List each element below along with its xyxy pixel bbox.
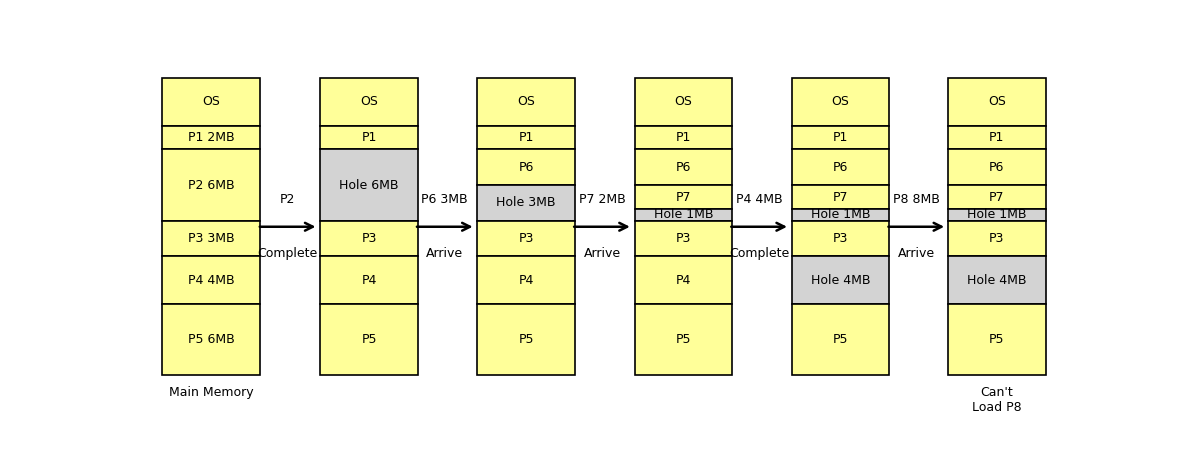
Text: Hole 1MB: Hole 1MB: [654, 208, 713, 221]
Bar: [320, 78, 418, 126]
Bar: [162, 304, 259, 375]
Text: P3: P3: [989, 232, 1004, 245]
Bar: [948, 185, 1045, 209]
Text: P3: P3: [361, 232, 377, 245]
Bar: [635, 304, 732, 375]
Bar: [948, 78, 1045, 126]
Text: P1: P1: [676, 131, 691, 144]
Text: P6 3MB: P6 3MB: [421, 193, 468, 206]
Text: OS: OS: [202, 95, 220, 108]
Text: OS: OS: [517, 95, 535, 108]
Bar: [792, 126, 889, 150]
Bar: [478, 304, 575, 375]
Text: P5: P5: [833, 333, 848, 346]
Text: P3 3MB: P3 3MB: [187, 232, 234, 245]
Text: P1 2MB: P1 2MB: [187, 131, 234, 144]
Text: P7: P7: [676, 190, 691, 203]
Bar: [320, 256, 418, 304]
Bar: [162, 256, 259, 304]
Bar: [320, 221, 418, 256]
Bar: [948, 256, 1045, 304]
Bar: [635, 78, 732, 126]
Text: P4 4MB: P4 4MB: [187, 274, 234, 287]
Bar: [948, 150, 1045, 185]
Text: P7 2MB: P7 2MB: [578, 193, 625, 206]
Text: Complete: Complete: [730, 247, 790, 260]
Text: P3: P3: [518, 232, 534, 245]
Text: Hole 1MB: Hole 1MB: [811, 208, 870, 221]
Text: P7: P7: [989, 190, 1004, 203]
Bar: [320, 150, 418, 221]
Bar: [948, 304, 1045, 375]
Text: P1: P1: [518, 131, 534, 144]
Text: P1: P1: [989, 131, 1004, 144]
Text: P2: P2: [280, 193, 295, 206]
Bar: [478, 256, 575, 304]
Bar: [162, 126, 259, 150]
Text: Hole 4MB: Hole 4MB: [811, 274, 870, 287]
Text: OS: OS: [360, 95, 378, 108]
Text: P8 8MB: P8 8MB: [893, 193, 940, 206]
Bar: [478, 78, 575, 126]
Bar: [478, 126, 575, 150]
Text: Complete: Complete: [258, 247, 318, 260]
Text: P5: P5: [989, 333, 1004, 346]
Bar: [948, 221, 1045, 256]
Bar: [948, 209, 1045, 221]
Text: P1: P1: [361, 131, 377, 144]
Bar: [320, 304, 418, 375]
Text: Arrive: Arrive: [583, 247, 620, 260]
Text: OS: OS: [988, 95, 1006, 108]
Text: P6: P6: [676, 161, 691, 174]
Text: P6: P6: [518, 161, 534, 174]
Bar: [792, 221, 889, 256]
Text: P2 6MB: P2 6MB: [187, 179, 234, 192]
Bar: [478, 221, 575, 256]
Bar: [635, 150, 732, 185]
Text: P5 6MB: P5 6MB: [187, 333, 234, 346]
Text: OS: OS: [832, 95, 850, 108]
Bar: [320, 126, 418, 150]
Bar: [635, 126, 732, 150]
Text: P4 4MB: P4 4MB: [736, 193, 782, 206]
Bar: [635, 185, 732, 209]
Text: Hole 1MB: Hole 1MB: [967, 208, 1026, 221]
Bar: [948, 126, 1045, 150]
Text: P5: P5: [518, 333, 534, 346]
Text: Arrive: Arrive: [426, 247, 463, 260]
Text: Hole 6MB: Hole 6MB: [340, 179, 398, 192]
Text: P4: P4: [676, 274, 691, 287]
Bar: [792, 209, 889, 221]
Text: Hole 4MB: Hole 4MB: [967, 274, 1026, 287]
Bar: [792, 185, 889, 209]
Text: P5: P5: [676, 333, 691, 346]
Bar: [792, 256, 889, 304]
Bar: [635, 256, 732, 304]
Bar: [162, 78, 259, 126]
Text: OS: OS: [674, 95, 692, 108]
Bar: [162, 221, 259, 256]
Bar: [635, 221, 732, 256]
Bar: [478, 185, 575, 221]
Text: P1: P1: [833, 131, 848, 144]
Bar: [792, 78, 889, 126]
Text: Main Memory: Main Memory: [169, 386, 253, 399]
Bar: [792, 150, 889, 185]
Bar: [792, 304, 889, 375]
Text: Hole 3MB: Hole 3MB: [497, 197, 556, 210]
Text: Arrive: Arrive: [898, 247, 935, 260]
Text: P4: P4: [518, 274, 534, 287]
Text: Can't
Load P8: Can't Load P8: [972, 386, 1021, 414]
Text: P6: P6: [989, 161, 1004, 174]
Text: P3: P3: [833, 232, 848, 245]
Text: P6: P6: [833, 161, 848, 174]
Bar: [635, 209, 732, 221]
Text: P3: P3: [676, 232, 691, 245]
Bar: [478, 150, 575, 185]
Text: P7: P7: [833, 190, 848, 203]
Bar: [162, 150, 259, 221]
Text: P4: P4: [361, 274, 377, 287]
Text: P5: P5: [361, 333, 377, 346]
